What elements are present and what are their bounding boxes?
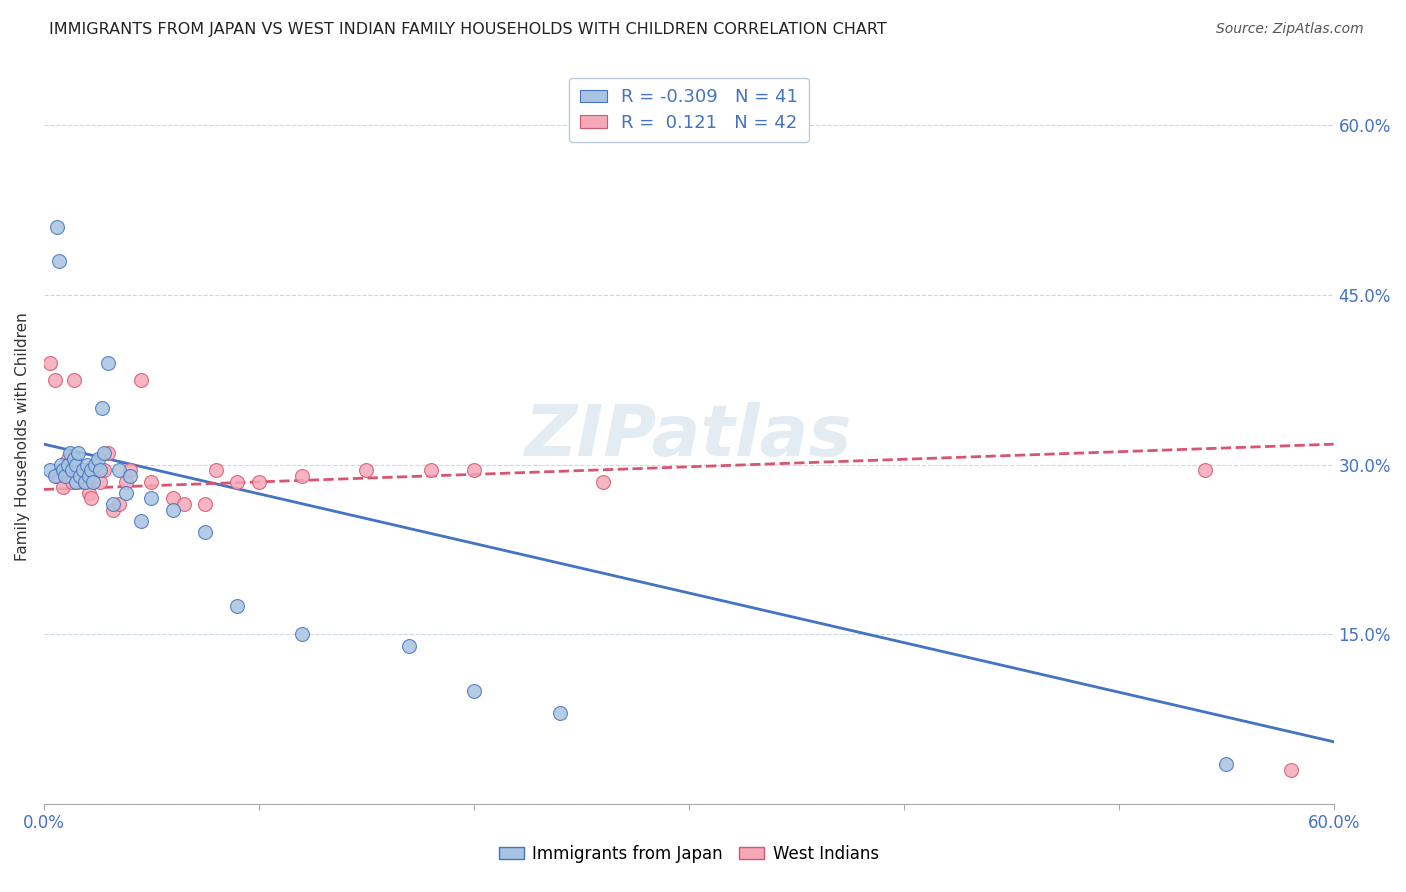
- Point: [65, 458, 87, 472]
- Point: [86, 463, 108, 477]
- Point: [77, 468, 100, 483]
- Point: [80, 491, 103, 506]
- Point: [52, 463, 75, 477]
- Point: [49, 463, 72, 477]
- Point: [114, 475, 136, 489]
- Point: [356, 463, 378, 477]
- Point: [56, 451, 79, 466]
- Point: [49, 458, 72, 472]
- Point: [226, 475, 249, 489]
- Point: [114, 485, 136, 500]
- Point: [194, 497, 217, 511]
- Point: [118, 463, 141, 477]
- Point: [60, 475, 83, 489]
- Point: [65, 463, 87, 477]
- Point: [141, 475, 163, 489]
- Point: [82, 475, 104, 489]
- Point: [1215, 757, 1237, 772]
- Point: [69, 468, 91, 483]
- Point: [39, 463, 62, 477]
- Point: [141, 491, 163, 506]
- Point: [72, 463, 94, 477]
- Point: [84, 458, 107, 472]
- Point: [59, 446, 82, 460]
- Point: [59, 463, 82, 477]
- Point: [1279, 763, 1302, 777]
- Point: [76, 463, 98, 477]
- Point: [108, 463, 131, 477]
- Point: [45, 468, 67, 483]
- Point: [291, 468, 314, 483]
- Point: [55, 468, 77, 483]
- Point: [44, 373, 66, 387]
- Point: [45, 219, 67, 234]
- Point: [97, 446, 120, 460]
- Point: [419, 463, 441, 477]
- Legend: Immigrants from Japan, West Indians: Immigrants from Japan, West Indians: [492, 838, 886, 869]
- Point: [129, 514, 152, 528]
- Point: [63, 451, 86, 466]
- Point: [291, 627, 314, 641]
- Point: [93, 463, 115, 477]
- Point: [90, 401, 112, 415]
- Y-axis label: Family Households with Children: Family Households with Children: [15, 312, 30, 561]
- Point: [463, 683, 485, 698]
- Point: [398, 639, 420, 653]
- Point: [162, 491, 184, 506]
- Point: [67, 446, 90, 460]
- Point: [69, 468, 91, 483]
- Point: [129, 373, 152, 387]
- Point: [89, 463, 111, 477]
- Point: [548, 706, 571, 721]
- Text: Source: ZipAtlas.com: Source: ZipAtlas.com: [1216, 22, 1364, 37]
- Point: [89, 475, 111, 489]
- Point: [72, 463, 94, 477]
- Point: [52, 480, 75, 494]
- Point: [86, 451, 108, 466]
- Point: [48, 253, 70, 268]
- Text: ZIPatlas: ZIPatlas: [524, 401, 852, 471]
- Point: [1194, 463, 1216, 477]
- Point: [44, 468, 66, 483]
- Point: [80, 463, 103, 477]
- Point: [65, 475, 87, 489]
- Point: [93, 446, 115, 460]
- Point: [55, 463, 77, 477]
- Point: [108, 497, 131, 511]
- Point: [82, 463, 104, 477]
- Point: [63, 373, 86, 387]
- Point: [60, 463, 83, 477]
- Point: [162, 503, 184, 517]
- Point: [77, 485, 100, 500]
- Point: [73, 475, 96, 489]
- Point: [463, 463, 485, 477]
- Point: [118, 468, 141, 483]
- Point: [592, 475, 614, 489]
- Point: [73, 475, 96, 489]
- Point: [39, 356, 62, 370]
- Point: [97, 356, 120, 370]
- Point: [67, 463, 90, 477]
- Point: [76, 458, 98, 472]
- Point: [101, 503, 124, 517]
- Text: IMMIGRANTS FROM JAPAN VS WEST INDIAN FAMILY HOUSEHOLDS WITH CHILDREN CORRELATION: IMMIGRANTS FROM JAPAN VS WEST INDIAN FAM…: [49, 22, 887, 37]
- Point: [173, 497, 195, 511]
- Point: [226, 599, 249, 613]
- Point: [101, 497, 124, 511]
- Point: [56, 458, 79, 472]
- Point: [205, 463, 228, 477]
- Point: [194, 525, 217, 540]
- Point: [247, 475, 270, 489]
